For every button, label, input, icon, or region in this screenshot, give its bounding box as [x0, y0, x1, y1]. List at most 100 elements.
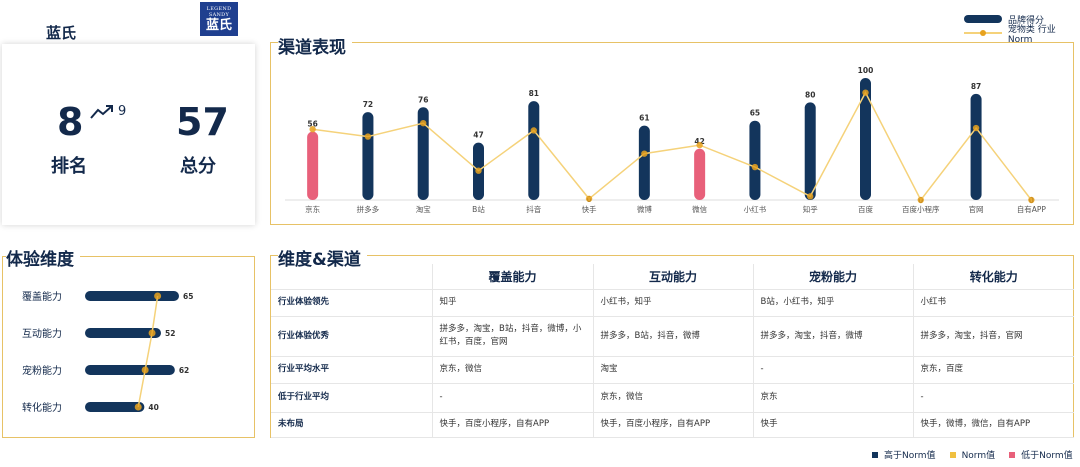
rank-card: 8 9 排名 57 总分	[2, 44, 255, 225]
table-header-cell	[271, 264, 433, 290]
experience-chart: 覆盖能力 65 互动能力 52 宠粉能力 62 转化能力 40	[22, 290, 193, 414]
dimension-label: 互动能力	[22, 327, 62, 340]
table-row: 行业体验领先 知乎 小红书，知乎 B站，小红书，知乎 小红书	[271, 289, 1074, 317]
channel-legend: 品牌得分 宠物类 行业Norm	[964, 12, 1080, 45]
table-header-cell: 互动能力	[593, 264, 754, 290]
channel-value-label: 47	[473, 131, 483, 140]
dimension-norm-point	[141, 366, 149, 374]
channel-value-label: 100	[858, 66, 874, 75]
channel-tick-label: 百度小程序	[902, 204, 940, 214]
channel-tick-label: 拼多多	[357, 204, 380, 214]
dimension-bar	[85, 365, 175, 375]
channel-value-label: 56	[307, 120, 317, 129]
channel-bar	[970, 93, 982, 200]
row-header: 行业平均水平	[271, 356, 433, 384]
dimension-bar	[85, 328, 161, 338]
table-row: 行业体验优秀 拼多多，淘宝，B站，抖音，微博，小红书，百度，官网 拼多多，B站，…	[271, 316, 1074, 357]
legend-swatch-brand-score	[964, 15, 1002, 23]
dimension-label: 转化能力	[22, 401, 62, 414]
rank-label: 排名	[51, 156, 87, 177]
channel-bar	[694, 148, 706, 200]
table-header-cell: 宠粉能力	[753, 264, 914, 290]
legend-norm-swatch	[949, 452, 956, 458]
channel-title: 渠道表现	[278, 33, 352, 58]
legend-low: 低于Norm值	[1021, 451, 1073, 461]
channel-tick-label: 自有APP	[1017, 204, 1047, 214]
table-cell: -	[432, 383, 594, 413]
table-header-cell: 覆盖能力	[432, 264, 594, 290]
channel-bar	[307, 131, 319, 200]
channel-tick-label: 淘宝	[416, 204, 431, 214]
table-cell: 拼多多，淘宝，抖音，微博	[753, 316, 914, 357]
norm-point	[917, 196, 924, 204]
channel-tick-label: 快手	[582, 204, 598, 214]
table-cell: 淘宝	[593, 356, 754, 384]
rank-value: 8	[57, 100, 84, 144]
row-header: 低于行业平均	[271, 383, 433, 413]
channel-value-label: 65	[750, 109, 760, 118]
table-cell: B站，小红书，知乎	[753, 289, 914, 317]
channel-value-label: 42	[694, 137, 704, 146]
table-cell: 京东，微信	[432, 356, 594, 384]
trend-up-icon	[90, 105, 113, 119]
channel-bar	[528, 101, 540, 200]
dimension-value-label: 62	[179, 366, 189, 375]
score-label: 总分	[180, 156, 216, 177]
dimension-norm-line	[137, 295, 159, 408]
channel-value-label: 72	[363, 100, 373, 109]
channel-panel	[270, 42, 1074, 225]
legend-brand-score: 品牌得分	[1008, 15, 1045, 26]
dimension-label: 宠粉能力	[22, 364, 62, 377]
channel-tick-label: 知乎	[803, 204, 818, 214]
table-row: 行业平均水平 京东，微信 淘宝 - 京东，百度	[271, 356, 1074, 384]
brand-name: 蓝氏	[46, 24, 77, 42]
norm-point	[364, 133, 372, 140]
legend-low-swatch	[1009, 452, 1016, 458]
norm-point	[420, 119, 427, 127]
channel-value-label: 81	[529, 89, 539, 98]
table-cell: 快手	[753, 412, 914, 438]
channel-bar	[749, 120, 761, 200]
norm-point	[475, 167, 482, 174]
norm-point	[862, 89, 869, 96]
channel-value-label: 80	[805, 90, 815, 99]
legend-high-swatch	[872, 452, 878, 458]
channel-bar	[860, 78, 871, 200]
norm-point	[972, 124, 980, 132]
norm-line	[312, 91, 1032, 202]
channel-bar	[417, 107, 429, 200]
channel-tick-label: 抖音	[526, 204, 541, 214]
channel-value-label: 61	[639, 114, 649, 123]
norm-point	[530, 127, 537, 134]
channel-tick-label: B站	[472, 204, 485, 214]
table-cell: 京东，微信	[593, 383, 754, 413]
row-header: 行业体验领先	[271, 289, 433, 317]
dimension-value-label: 40	[148, 403, 158, 412]
norm-point	[641, 150, 648, 157]
experience-title: 体验维度	[6, 245, 80, 270]
row-header: 行业体验优秀	[271, 316, 433, 357]
dimension-norm-point	[134, 403, 142, 411]
table-cell: -	[753, 356, 914, 384]
channel-tick-label: 小红书	[744, 204, 767, 214]
norm-point	[751, 163, 759, 171]
dimension-norm-point	[154, 292, 162, 300]
channel-value-label: 87	[971, 82, 981, 91]
status-legend: 高于Norm值 Norm值 低于Norm值	[872, 448, 1073, 461]
dimension-bar	[85, 402, 145, 412]
norm-point	[696, 141, 703, 149]
channel-bar	[638, 125, 650, 200]
brand-logo: LEGEND SANDY 蓝氏	[200, 2, 238, 36]
legend-high: 高于Norm值	[884, 451, 936, 461]
score-value: 57	[176, 100, 229, 144]
norm-point	[585, 195, 593, 202]
channel-bar	[362, 112, 374, 200]
legend-norm: Norm值	[961, 451, 996, 461]
dimension-bar	[85, 291, 179, 301]
dimension-value-label: 65	[183, 292, 193, 301]
table-cell: 知乎	[432, 289, 594, 317]
dimension-channel-table: 覆盖能力 互动能力 宠粉能力 转化能力 行业体验领先 知乎 小红书，知乎 B站，…	[271, 264, 1074, 438]
dimension-label: 覆盖能力	[22, 290, 62, 303]
legend-swatch-industry-norm	[964, 30, 1002, 36]
table-header-row: 覆盖能力 互动能力 宠粉能力 转化能力	[271, 264, 1074, 290]
